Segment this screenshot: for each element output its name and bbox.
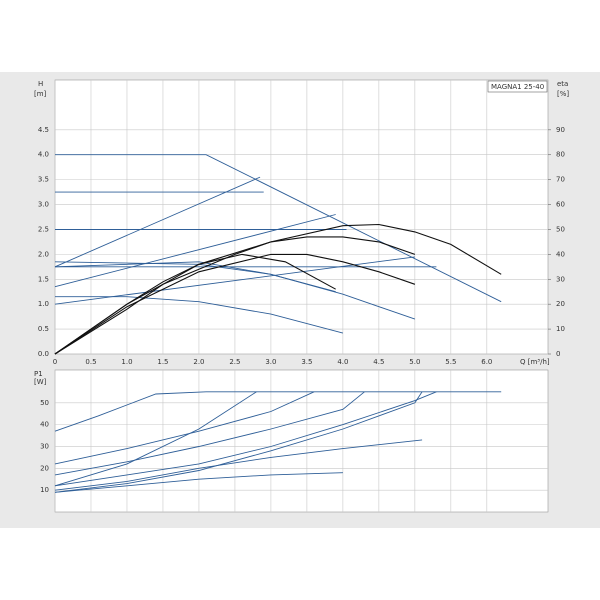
y-unit: [W] <box>34 378 47 386</box>
y2-tick-label: 10 <box>556 325 565 333</box>
y-tick-label: 10 <box>40 486 49 494</box>
y2-tick-label: 80 <box>556 151 565 159</box>
x-label: Q [m³/h] <box>520 358 550 366</box>
x-tick-label: 1.5 <box>157 358 168 366</box>
y2-unit: [%] <box>557 90 569 98</box>
y-tick-label: 20 <box>40 464 49 472</box>
y-tick-label: 4.0 <box>38 151 49 159</box>
y-tick-label: 1.5 <box>38 275 49 283</box>
x-tick-label: 2.0 <box>193 358 204 366</box>
x-tick-label: 5.5 <box>445 358 456 366</box>
y2-tick-label: 70 <box>556 176 565 184</box>
y-tick-label: 3.0 <box>38 201 49 209</box>
curve <box>54 236 416 355</box>
y-label: H <box>38 80 43 88</box>
curve <box>54 439 423 491</box>
y2-tick-label: 50 <box>556 225 565 233</box>
y-tick-label: 4.5 <box>38 126 49 134</box>
y-tick-label: 50 <box>40 399 49 407</box>
y2-tick-label: 30 <box>556 275 565 283</box>
curve <box>54 391 502 432</box>
x-tick-label: 2.5 <box>229 358 240 366</box>
y-tick-label: 0.5 <box>38 325 49 333</box>
curve <box>54 472 343 493</box>
y-tick-label: 30 <box>40 442 49 450</box>
x-tick-label: 6.0 <box>481 358 492 366</box>
model-label: MAGNA1 25-40 <box>491 83 544 91</box>
x-tick-label: 0.5 <box>85 358 96 366</box>
curve <box>54 391 423 493</box>
y-unit: [m] <box>34 90 47 98</box>
x-tick-label: 4.0 <box>337 358 348 366</box>
curve <box>55 154 502 303</box>
y-tick-label: 1.0 <box>38 300 49 308</box>
x-tick-label: 1.0 <box>121 358 132 366</box>
curve <box>54 214 336 288</box>
curve <box>55 296 344 334</box>
y-tick-label: 3.5 <box>38 176 49 184</box>
y2-tick-label: 20 <box>556 300 565 308</box>
y-tick-label: 2.0 <box>38 250 49 258</box>
y2-tick-label: 40 <box>556 250 565 258</box>
plot-area <box>54 79 549 355</box>
y2-tick-label: 90 <box>556 126 565 134</box>
x-tick-label: 5.0 <box>409 358 420 366</box>
y-label: P1 <box>34 370 43 378</box>
y2-tick-label: 60 <box>556 201 565 209</box>
x-tick-label: 0 <box>53 358 57 366</box>
y2-tick-label: 0 <box>556 350 560 358</box>
curve <box>54 391 315 465</box>
x-tick-label: 3.0 <box>265 358 276 366</box>
curve <box>54 261 416 320</box>
curve <box>54 391 437 487</box>
curve <box>54 391 365 476</box>
curve <box>54 391 257 487</box>
y-tick-label: 2.5 <box>38 225 49 233</box>
model-box <box>487 80 548 93</box>
x-tick-label: 3.5 <box>301 358 312 366</box>
y2-label: eta <box>557 80 568 88</box>
curve <box>54 253 336 355</box>
plot-area <box>54 369 549 513</box>
y-tick-label: 40 <box>40 421 49 429</box>
x-tick-label: 4.5 <box>373 358 384 366</box>
y-tick-label: 0.0 <box>38 350 49 358</box>
